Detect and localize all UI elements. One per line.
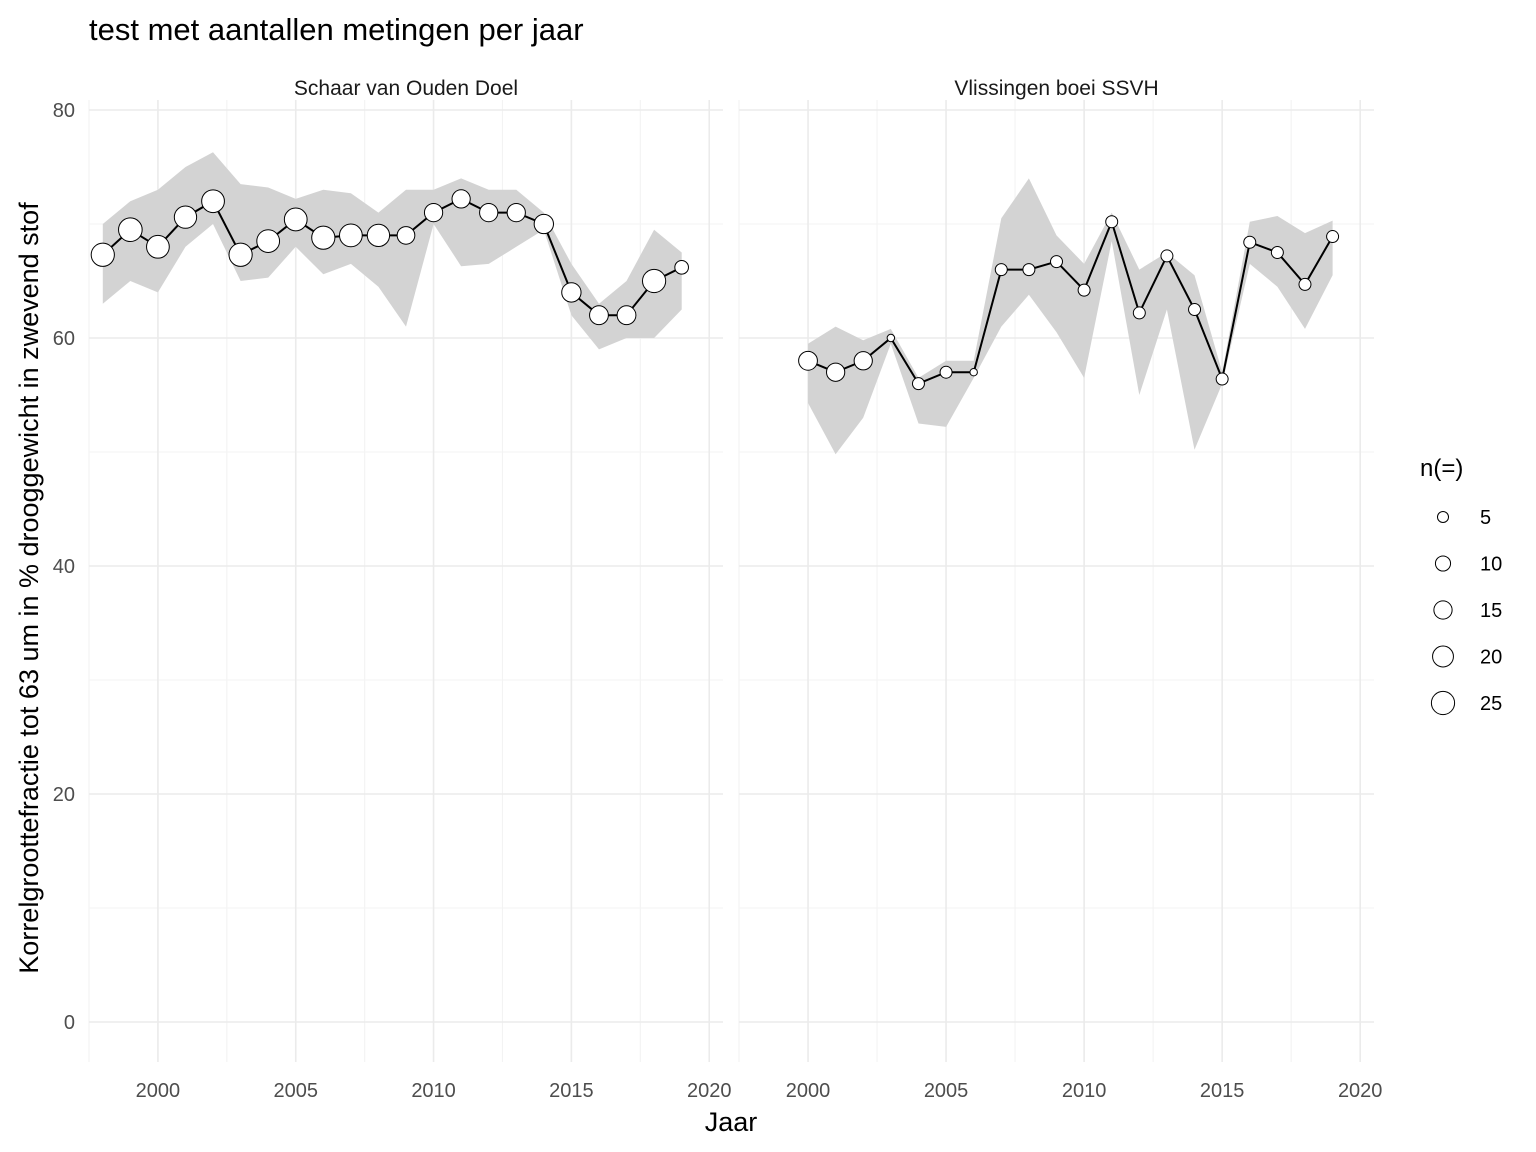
y-tick-label: 0 bbox=[64, 1012, 75, 1034]
data-point bbox=[1298, 277, 1312, 291]
data-point bbox=[228, 242, 253, 267]
data-point bbox=[146, 234, 170, 259]
data-point bbox=[90, 242, 115, 267]
data-point bbox=[911, 377, 925, 391]
legend-key-circle bbox=[1430, 690, 1456, 716]
x-tick-label: 2010 bbox=[411, 1080, 456, 1102]
panel-strip-label: Schaar van Ouden Doel bbox=[294, 77, 518, 100]
data-point bbox=[589, 305, 609, 326]
panel-grid bbox=[88, 100, 723, 1062]
y-tick-label: 80 bbox=[53, 100, 75, 122]
data-point bbox=[366, 223, 391, 248]
x-tick-label: 2010 bbox=[1062, 1080, 1107, 1102]
data-point bbox=[641, 268, 667, 294]
legend-key-circle bbox=[1434, 555, 1452, 572]
x-tick-label: 2000 bbox=[786, 1080, 831, 1102]
data-point bbox=[853, 351, 873, 371]
data-point bbox=[118, 217, 143, 243]
x-axis-title: Jaar bbox=[705, 1107, 758, 1137]
data-point bbox=[423, 202, 444, 223]
y-tick-label: 20 bbox=[53, 784, 75, 806]
data-point bbox=[173, 205, 198, 229]
confidence-ribbon bbox=[808, 178, 1333, 455]
data-point bbox=[674, 259, 689, 275]
data-point bbox=[201, 189, 225, 214]
series-line bbox=[102, 197, 683, 317]
series-line bbox=[807, 218, 1334, 385]
data-point bbox=[283, 207, 308, 232]
data-point bbox=[886, 333, 896, 343]
y-tick-label: 40 bbox=[53, 556, 75, 578]
data-point bbox=[1160, 249, 1174, 263]
legend-key-circle bbox=[1436, 510, 1450, 524]
legend-label: 10 bbox=[1480, 554, 1502, 576]
data-point bbox=[338, 223, 363, 248]
data-point bbox=[1132, 306, 1146, 320]
data-point bbox=[826, 362, 846, 382]
data-point bbox=[1215, 372, 1229, 386]
x-tick-label: 2005 bbox=[924, 1080, 969, 1102]
data-point bbox=[1326, 230, 1340, 244]
data-point bbox=[1270, 246, 1284, 259]
legend: n(=) 5 10 15 20 25 bbox=[1420, 455, 1502, 716]
panel-2: Vlissingen boei SSVH 2000 2005 2010 2015 2020 bbox=[738, 77, 1383, 1102]
x-tick-label: 2000 bbox=[136, 1080, 181, 1102]
data-point bbox=[969, 367, 978, 377]
data-point bbox=[451, 189, 471, 209]
x-tick-label: 2020 bbox=[1338, 1080, 1383, 1102]
legend-title: n(=) bbox=[1420, 455, 1463, 482]
legend-label: 15 bbox=[1480, 600, 1502, 622]
data-point bbox=[994, 263, 1008, 277]
data-point bbox=[396, 226, 416, 245]
chart-title: test met aantallen metingen per jaar bbox=[89, 12, 584, 47]
data-point bbox=[256, 229, 281, 253]
legend-label: 20 bbox=[1480, 647, 1502, 669]
x-tick-label: 2015 bbox=[549, 1080, 594, 1102]
data-point bbox=[506, 202, 526, 223]
legend-key-circle bbox=[1432, 645, 1454, 668]
legend-label: 25 bbox=[1480, 693, 1502, 715]
data-point bbox=[1188, 303, 1202, 316]
data-point bbox=[1105, 215, 1119, 229]
data-point bbox=[1077, 283, 1091, 297]
panel-strip-label: Vlissingen boei SSVH bbox=[954, 77, 1158, 100]
data-point bbox=[798, 350, 818, 371]
x-tick-label: 2005 bbox=[273, 1080, 318, 1102]
data-point bbox=[1050, 255, 1063, 269]
data-point bbox=[561, 282, 582, 303]
legend-label: 5 bbox=[1480, 507, 1491, 529]
data-point bbox=[479, 202, 499, 223]
x-tick-label: 2020 bbox=[687, 1080, 732, 1102]
y-axis-title: Korrelgrootte­fractie tot 63 um in % dro… bbox=[14, 202, 44, 974]
confidence-ribbon bbox=[102, 152, 682, 350]
data-point bbox=[616, 305, 637, 326]
data-point bbox=[533, 213, 554, 235]
x-tick-label: 2015 bbox=[1200, 1080, 1245, 1102]
data-point bbox=[311, 225, 336, 250]
y-tick-label: 60 bbox=[53, 328, 75, 350]
legend-key-circle bbox=[1433, 600, 1453, 620]
data-point bbox=[939, 365, 953, 379]
data-point bbox=[1022, 263, 1036, 277]
data-point bbox=[1243, 235, 1257, 249]
